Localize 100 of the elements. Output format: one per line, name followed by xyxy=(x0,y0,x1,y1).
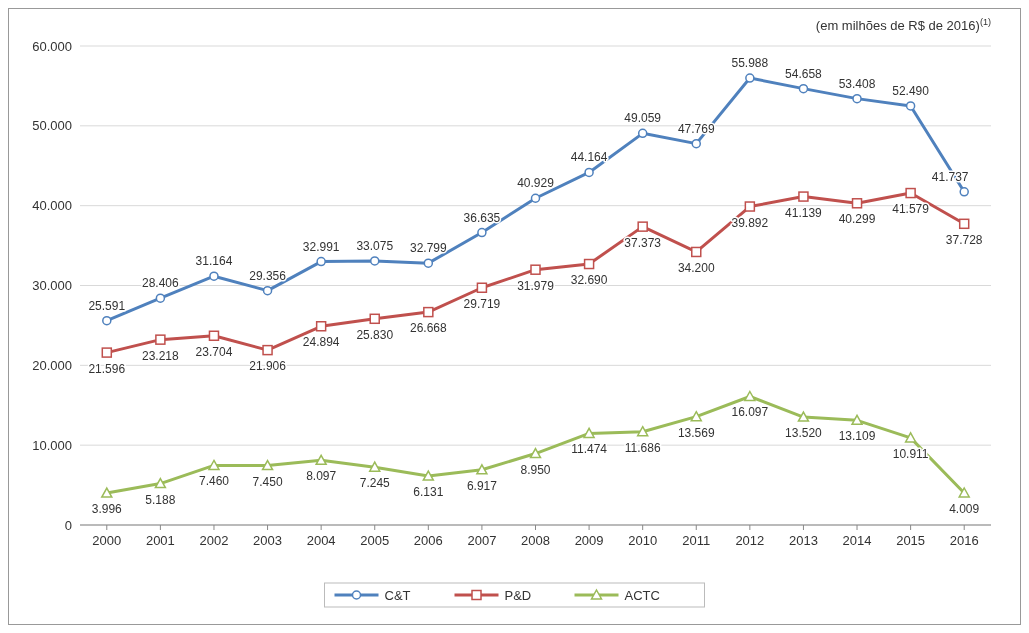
data-label: 37.373 xyxy=(624,235,662,250)
point xyxy=(261,459,274,471)
x-tick-label: 2000 xyxy=(92,533,122,548)
y-tick-label: 50.000 xyxy=(32,118,72,134)
point xyxy=(797,411,810,422)
legend-label: C&T xyxy=(384,587,411,603)
data-label: 40.299 xyxy=(838,212,876,227)
y-tick-label: 60.000 xyxy=(32,38,72,54)
point xyxy=(745,73,755,83)
x-tick-label: 2008 xyxy=(521,533,550,548)
point xyxy=(209,271,219,281)
point xyxy=(262,285,273,296)
y-tick-label: 10.000 xyxy=(32,437,72,453)
data-label: 13.569 xyxy=(677,425,715,440)
data-label: 7.450 xyxy=(252,474,283,489)
data-label: 40.929 xyxy=(517,176,555,191)
x-tick-label: 2002 xyxy=(199,533,229,548)
data-label: 23.704 xyxy=(195,344,233,359)
point xyxy=(315,321,327,332)
y-tick-label: 20.000 xyxy=(32,357,72,373)
point xyxy=(851,414,863,426)
data-label: 26.668 xyxy=(409,321,447,336)
data-label: 23.218 xyxy=(142,348,180,363)
data-label: 53.408 xyxy=(838,76,876,91)
point xyxy=(369,313,380,325)
data-label: 8.950 xyxy=(520,462,551,477)
point xyxy=(530,193,541,203)
point xyxy=(368,461,381,472)
point xyxy=(155,293,166,303)
data-label: 49.059 xyxy=(624,111,662,126)
point xyxy=(637,221,648,232)
data-label: 4.009 xyxy=(949,501,980,516)
point xyxy=(744,201,756,212)
x-tick-label: 2005 xyxy=(360,533,390,548)
point xyxy=(798,191,809,202)
point xyxy=(208,459,220,471)
y-tick-label: 30.000 xyxy=(32,278,72,294)
data-label: 39.892 xyxy=(731,215,769,230)
point xyxy=(262,344,273,356)
data-label: 10.911 xyxy=(892,446,929,461)
point xyxy=(422,470,435,481)
point xyxy=(636,425,649,437)
data-label: 41.579 xyxy=(892,202,930,217)
data-label: 6.917 xyxy=(466,478,498,493)
point xyxy=(155,334,166,345)
x-tick-label: 2001 xyxy=(145,533,175,548)
data-label: 11.686 xyxy=(624,440,661,455)
data-label: 29.719 xyxy=(463,296,501,311)
x-tick-label: 2010 xyxy=(628,533,658,548)
data-label: 6.131 xyxy=(413,485,444,500)
point xyxy=(154,477,167,489)
point xyxy=(690,410,703,422)
x-tick-label: 2006 xyxy=(413,533,443,548)
point xyxy=(959,187,969,197)
point xyxy=(637,128,648,139)
point xyxy=(476,282,488,293)
text: (em milhões de R$ de 2016)$^{(1)}$ xyxy=(815,17,991,33)
point xyxy=(691,246,702,258)
point xyxy=(101,347,113,358)
data-label: 32.991 xyxy=(302,239,340,254)
x-tick-label: 2007 xyxy=(467,533,497,548)
point xyxy=(905,187,916,199)
data-label: 7.245 xyxy=(359,476,391,491)
data-label: 52.490 xyxy=(892,83,930,98)
data-label: 32.799 xyxy=(409,241,447,256)
x-tick-label: 2009 xyxy=(574,533,604,548)
point xyxy=(315,454,327,466)
data-label: 31.164 xyxy=(195,254,233,269)
point xyxy=(851,198,863,209)
data-label: 13.520 xyxy=(785,426,823,441)
data-label: 21.596 xyxy=(88,361,126,376)
data-label: 44.164 xyxy=(570,150,608,165)
data-label: 13.109 xyxy=(838,429,876,444)
x-tick-label: 2011 xyxy=(682,533,711,548)
data-label: 5.188 xyxy=(145,492,176,507)
data-label: 33.075 xyxy=(356,238,394,253)
x-tick-label: 2013 xyxy=(788,533,818,548)
data-label: 16.097 xyxy=(731,405,769,420)
point xyxy=(316,256,326,267)
x-tick-label: 2004 xyxy=(306,533,336,548)
data-label: 31.979 xyxy=(517,278,555,293)
point xyxy=(744,390,756,402)
point xyxy=(584,167,594,178)
data-label: 36.635 xyxy=(463,210,501,225)
point xyxy=(958,487,970,498)
point xyxy=(583,427,595,439)
point xyxy=(101,487,113,498)
data-label: 55.988 xyxy=(731,56,769,71)
data-label: 8.097 xyxy=(306,469,337,484)
point xyxy=(583,258,595,270)
data-label: 11.474 xyxy=(571,442,608,457)
data-label: 3.996 xyxy=(91,502,123,517)
data-label: 54.658 xyxy=(785,66,823,81)
point xyxy=(369,256,380,266)
data-label: 25.830 xyxy=(356,327,394,342)
point xyxy=(423,258,434,268)
legend-label: ACTC xyxy=(624,587,660,603)
data-label: 34.200 xyxy=(677,260,715,275)
legend-label: P&D xyxy=(504,587,532,603)
data-label: 29.356 xyxy=(249,268,287,283)
